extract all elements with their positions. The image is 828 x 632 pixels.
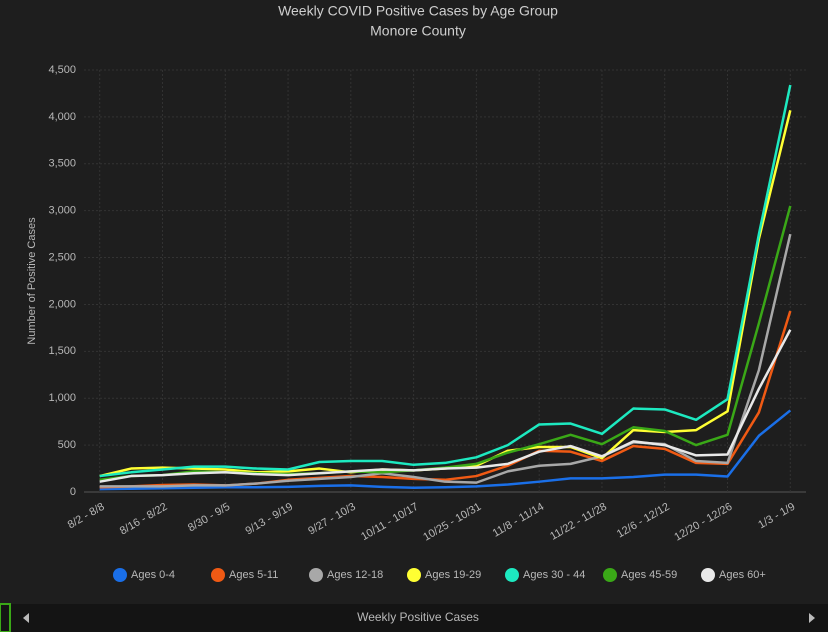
- legend-label[interactable]: Ages 5-11: [229, 569, 278, 581]
- footer-bar: [0, 604, 828, 632]
- legend-marker[interactable]: [113, 568, 127, 582]
- y-tick-label: 500: [58, 439, 76, 451]
- y-tick-label: 0: [70, 486, 76, 498]
- legend-marker[interactable]: [407, 568, 421, 582]
- legend-label[interactable]: Ages 30 - 44: [523, 569, 585, 581]
- y-tick-label: 3,000: [48, 205, 76, 217]
- y-tick-label: 4,500: [48, 64, 76, 76]
- legend-label[interactable]: Ages 45-59: [621, 569, 677, 581]
- legend-marker[interactable]: [701, 568, 715, 582]
- y-tick-label: 4,000: [48, 111, 76, 123]
- y-tick-label: 1,000: [48, 392, 76, 404]
- y-tick-label: 2,000: [48, 298, 76, 310]
- chart-subtitle: Monore County: [370, 23, 466, 39]
- series-line: [99, 329, 792, 483]
- series-line: [99, 409, 792, 491]
- legend-marker[interactable]: [211, 568, 225, 582]
- legend-label[interactable]: Ages 12-18: [327, 569, 383, 581]
- legend-marker[interactable]: [505, 568, 519, 582]
- footer-label: Weekly Positive Cases: [357, 610, 479, 624]
- legend-marker[interactable]: [309, 568, 323, 582]
- legend-label[interactable]: Ages 19-29: [425, 569, 481, 581]
- prev-arrow[interactable]: [23, 613, 29, 623]
- next-arrow[interactable]: [809, 613, 815, 623]
- legend-label[interactable]: Ages 0-4: [131, 569, 175, 581]
- series-line: [99, 84, 792, 478]
- y-axis-label: Number of Positive Cases: [26, 217, 38, 345]
- legend-label[interactable]: Ages 60+: [719, 569, 766, 581]
- y-tick-label: 3,500: [48, 158, 76, 170]
- footer-edge: [0, 603, 11, 632]
- chart-title: Weekly COVID Positive Cases by Age Group: [278, 3, 558, 19]
- y-tick-label: 2,500: [48, 251, 76, 263]
- y-tick-label: 1,500: [48, 345, 76, 357]
- legend-marker[interactable]: [603, 568, 617, 582]
